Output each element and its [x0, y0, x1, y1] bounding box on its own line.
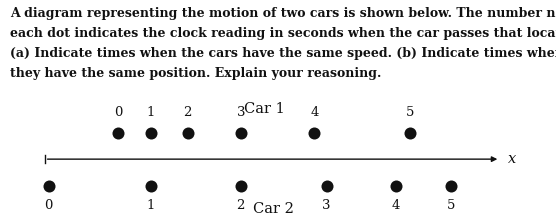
Text: 3: 3: [322, 199, 331, 212]
Point: [44, 184, 53, 187]
Text: (a) Indicate times when the cars have the same speed. (b) Indicate times when: (a) Indicate times when the cars have th…: [10, 47, 556, 60]
Point: [183, 131, 192, 134]
Text: x: x: [508, 152, 517, 166]
Text: 4: 4: [392, 199, 400, 212]
Point: [391, 184, 400, 187]
Text: 0: 0: [114, 106, 122, 119]
Text: 5: 5: [447, 199, 455, 212]
Point: [322, 184, 331, 187]
Text: 4: 4: [310, 106, 319, 119]
Point: [236, 131, 245, 134]
Text: 3: 3: [236, 106, 245, 119]
Point: [310, 131, 319, 134]
Text: 1: 1: [147, 106, 155, 119]
Text: 5: 5: [406, 106, 414, 119]
Text: they have the same position. Explain your reasoning.: they have the same position. Explain you…: [10, 67, 381, 80]
Point: [146, 184, 155, 187]
Text: 2: 2: [237, 199, 245, 212]
Text: Car 2: Car 2: [253, 202, 294, 216]
Point: [114, 131, 123, 134]
Text: each dot indicates the clock reading in seconds when the car passes that locatio: each dot indicates the clock reading in …: [10, 27, 556, 40]
Text: 0: 0: [44, 199, 53, 212]
Text: Car 1: Car 1: [244, 102, 285, 116]
Text: A diagram representing the motion of two cars is shown below. The number near: A diagram representing the motion of two…: [10, 7, 556, 20]
Point: [446, 184, 455, 187]
Point: [236, 184, 245, 187]
Point: [146, 131, 155, 134]
Text: 2: 2: [183, 106, 192, 119]
Text: 1: 1: [147, 199, 155, 212]
Point: [406, 131, 415, 134]
